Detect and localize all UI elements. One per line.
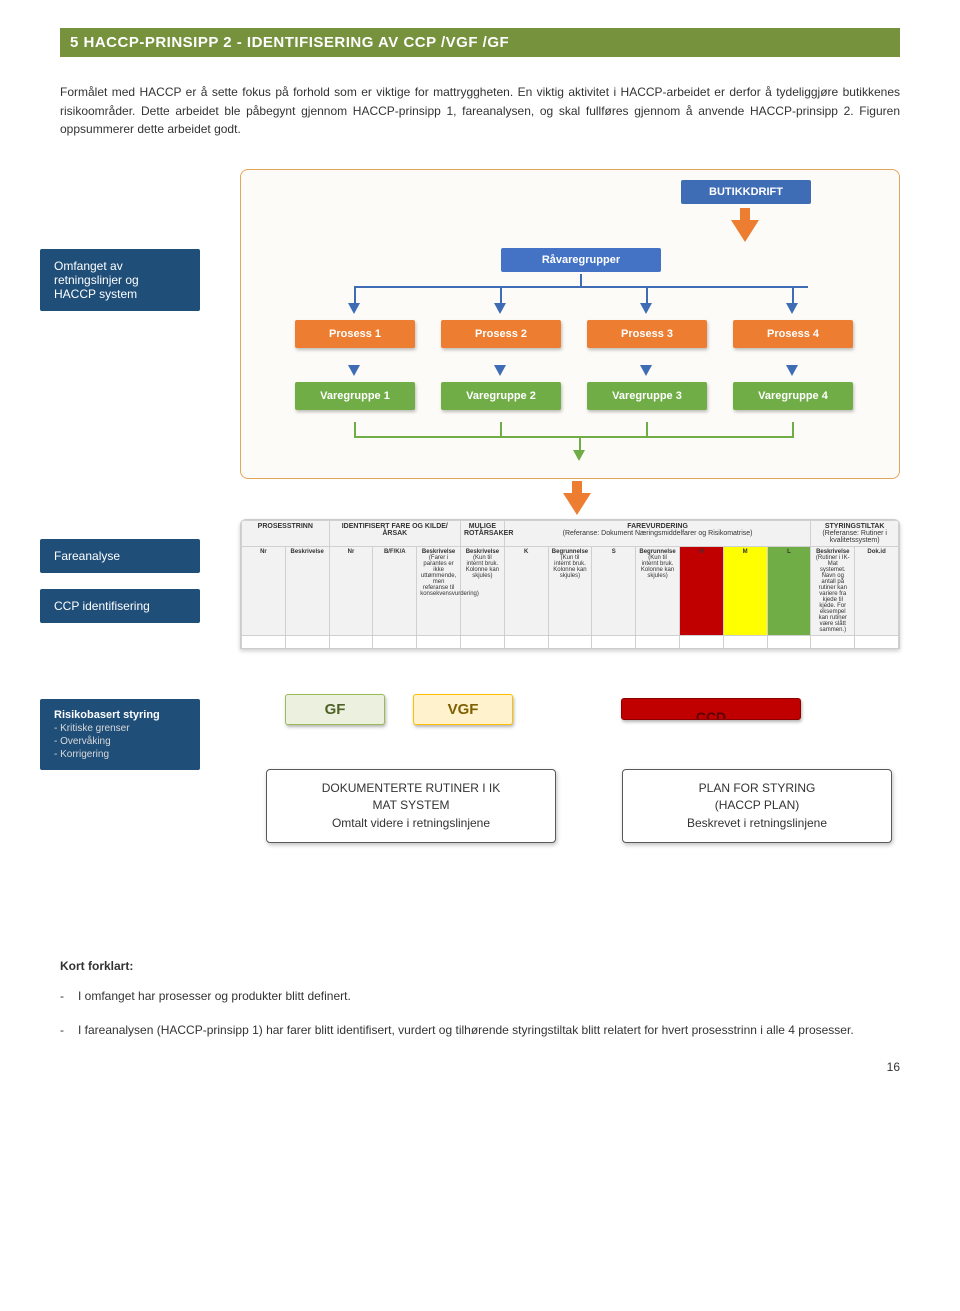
intro-text: Formålet med HACCP er å sette fokus på f… bbox=[60, 83, 900, 139]
page-number: 16 bbox=[60, 1060, 900, 1074]
plan-haccp: PLAN FOR STYRING (HACCP PLAN) Beskrevet … bbox=[622, 769, 892, 843]
connector bbox=[500, 286, 502, 304]
col-besk2: Beskrivelse(Farer i parantes er ikke utt… bbox=[417, 546, 461, 635]
kort-title: Kort forklart: bbox=[60, 959, 900, 973]
arrow-down-icon bbox=[731, 220, 759, 242]
arrow-down-icon bbox=[348, 365, 360, 376]
connector bbox=[354, 436, 794, 438]
col-styr-besk-h: (Rutiner i IK-Mat systemet. Navn og anta… bbox=[816, 555, 850, 633]
col-nr2: Nr bbox=[329, 546, 373, 635]
connector bbox=[354, 286, 356, 304]
plan-r-1: PLAN FOR STYRING bbox=[699, 781, 816, 795]
connector bbox=[792, 286, 794, 304]
label-scope-2: retningslinjer og bbox=[54, 273, 139, 287]
th-styring-s: (Referanse: Rutiner i kvalitetssystem) bbox=[822, 530, 887, 544]
kort-item-2: I fareanalysen (HACCP-prinsipp 1) har fa… bbox=[60, 1021, 900, 1040]
arrow-down-icon bbox=[494, 365, 506, 376]
arrow-down-icon bbox=[640, 303, 652, 314]
label-risk-t: Risikobasert styring bbox=[54, 709, 160, 721]
plan-l-1: DOKUMENTERTE RUTINER I IK bbox=[322, 781, 500, 795]
prosess-2: Prosess 2 bbox=[441, 320, 561, 348]
connector bbox=[354, 422, 356, 436]
th-farevurd: FAREVURDERING (Referanse: Dokument Nærin… bbox=[504, 520, 811, 546]
varegruppe-1: Varegruppe 1 bbox=[295, 382, 415, 410]
prosess-1: Prosess 1 bbox=[295, 320, 415, 348]
col-h: H bbox=[679, 546, 723, 635]
connector bbox=[580, 274, 582, 286]
label-ccp-ident: CCP identifisering bbox=[40, 589, 200, 623]
varegruppe-3: Varegruppe 3 bbox=[587, 382, 707, 410]
varegruppe-2: Varegruppe 2 bbox=[441, 382, 561, 410]
plan-r-2: (HACCP PLAN) bbox=[715, 798, 799, 812]
col-bfka: B/F/K/A bbox=[373, 546, 417, 635]
connector bbox=[646, 286, 648, 304]
col-besk: Beskrivelse bbox=[285, 546, 329, 635]
arrow-down-icon bbox=[348, 303, 360, 314]
arrow-down-icon bbox=[563, 493, 591, 515]
plan-l-2: MAT SYSTEM bbox=[373, 798, 450, 812]
th-identfare: IDENTIFISERT FARE OG KILDE/ÅRSAK bbox=[329, 520, 460, 546]
th-styring: STYRINGSTILTAK (Referanse: Rutiner i kva… bbox=[811, 520, 899, 546]
gf-box: GF bbox=[285, 694, 385, 725]
arrow-down-icon bbox=[494, 303, 506, 314]
col-k: K bbox=[504, 546, 548, 635]
connector bbox=[792, 422, 794, 436]
col-begr1: Begrunnelse(Kun til internt bruk. Kolonn… bbox=[548, 546, 592, 635]
prosess-4: Prosess 4 bbox=[733, 320, 853, 348]
diagram: Omfanget av retningslinjer og HACCP syst… bbox=[60, 169, 900, 889]
arrow-down-icon bbox=[573, 450, 585, 461]
ravaregrupper-chevron: Råvaregrupper bbox=[501, 248, 661, 272]
arrow-down-icon bbox=[786, 365, 798, 376]
th-farevurd-s: (Referanse: Dokument Næringsmiddelfarer … bbox=[563, 530, 753, 537]
col-begr2-h: (Kun til internt bruk. Kolonne kan skjul… bbox=[641, 555, 674, 579]
label-scope: Omfanget av retningslinjer og HACCP syst… bbox=[40, 249, 200, 311]
plan-ik-mat: DOKUMENTERTE RUTINER I IK MAT SYSTEM Omt… bbox=[266, 769, 556, 843]
butikkdrift-chevron: BUTIKKDRIFT bbox=[681, 180, 811, 204]
col-rot-h: (Kun til internt bruk. Kolonne kan skjul… bbox=[466, 555, 499, 579]
label-risk-s3: - Korrigering bbox=[54, 749, 186, 760]
connector bbox=[354, 286, 808, 288]
th-farevurd-t: FAREVURDERING bbox=[627, 523, 688, 530]
kort-item-1: I omfanget har prosesser og produkter bl… bbox=[60, 987, 900, 1006]
plan-l-3: Omtalt videre i retningslinjene bbox=[332, 816, 490, 830]
section-header: 5 HACCP-PRINSIPP 2 - IDENTIFISERING AV C… bbox=[60, 28, 900, 57]
connector bbox=[500, 422, 502, 436]
ccp-box: CCD bbox=[621, 698, 801, 720]
col-nr: Nr bbox=[242, 546, 286, 635]
table-row bbox=[242, 635, 899, 649]
hierarchy-box: BUTIKKDRIFT Råvaregrupper Prosess 1 Pros… bbox=[240, 169, 900, 479]
varegruppe-4: Varegruppe 4 bbox=[733, 382, 853, 410]
th-styring-t: STYRINGSTILTAK bbox=[825, 523, 885, 530]
gf-row: GF VGF CCD bbox=[285, 694, 801, 725]
kort-forklart: Kort forklart: I omfanget har prosesser … bbox=[60, 959, 900, 1040]
label-risk-s2: - Overvåking bbox=[54, 736, 186, 747]
col-dokid: Dok.id bbox=[855, 546, 899, 635]
col-l: L bbox=[767, 546, 811, 635]
label-fareanalyse: Fareanalyse bbox=[40, 539, 200, 573]
vgf-box: VGF bbox=[413, 694, 513, 725]
col-s: S bbox=[592, 546, 636, 635]
connector bbox=[646, 422, 648, 436]
col-styr-besk: Beskrivelse(Rutiner i IK-Mat systemet. N… bbox=[811, 546, 855, 635]
prosess-3: Prosess 3 bbox=[587, 320, 707, 348]
col-begr2: Begrunnelse(Kun til internt bruk. Kolonn… bbox=[636, 546, 680, 635]
analysis-table: PROSESSTRINN IDENTIFISERT FARE OG KILDE/… bbox=[240, 519, 900, 649]
col-begr1-h: (Kun til internt bruk. Kolonne kan skjul… bbox=[553, 555, 586, 579]
th-prosesstrinn: PROSESSTRINN bbox=[242, 520, 330, 546]
col-m: M bbox=[723, 546, 767, 635]
plan-r-3: Beskrevet i retningslinjene bbox=[687, 816, 827, 830]
arrow-down-icon bbox=[786, 303, 798, 314]
th-rot: MULIGE ROTÅRSAKER bbox=[460, 520, 504, 546]
label-scope-3: HACCP system bbox=[54, 287, 137, 301]
arrow-down-icon bbox=[640, 365, 652, 376]
label-risk: Risikobasert styring - Kritiske grenser … bbox=[40, 699, 200, 770]
label-risk-s1: - Kritiske grenser bbox=[54, 723, 186, 734]
label-scope-1: Omfanget av bbox=[54, 259, 123, 273]
